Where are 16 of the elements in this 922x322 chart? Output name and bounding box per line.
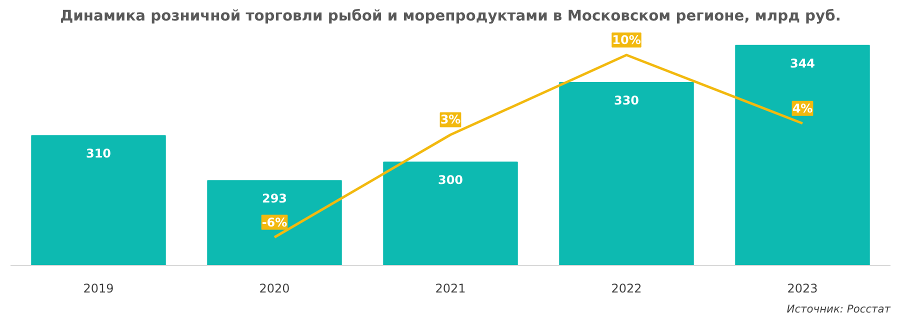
text: Источник: Росстат bbox=[786, 302, 892, 316]
data-label: 310 bbox=[86, 146, 112, 161]
x-tick-label: 2022 bbox=[611, 282, 642, 296]
data-label: 3% bbox=[440, 112, 461, 127]
x-tick-label: 2023 bbox=[787, 282, 818, 296]
data-label: -6% bbox=[262, 215, 288, 230]
data-label: 344 bbox=[790, 56, 816, 70]
x-tick-label: 2019 bbox=[83, 282, 114, 296]
x-tick-label: 2021 bbox=[435, 282, 466, 296]
chart-title: Динамика розничной торговли рыбой и морепродуктами в Московском регионе, млрд руб. bbox=[60, 8, 841, 24]
x-tick-label: 2020 bbox=[259, 282, 290, 296]
data-label: 330 bbox=[614, 94, 640, 108]
data-label: 10% bbox=[612, 33, 641, 48]
data-label: 293 bbox=[262, 192, 288, 206]
data-label: 4% bbox=[792, 101, 813, 116]
data-label: 300 bbox=[438, 173, 464, 188]
